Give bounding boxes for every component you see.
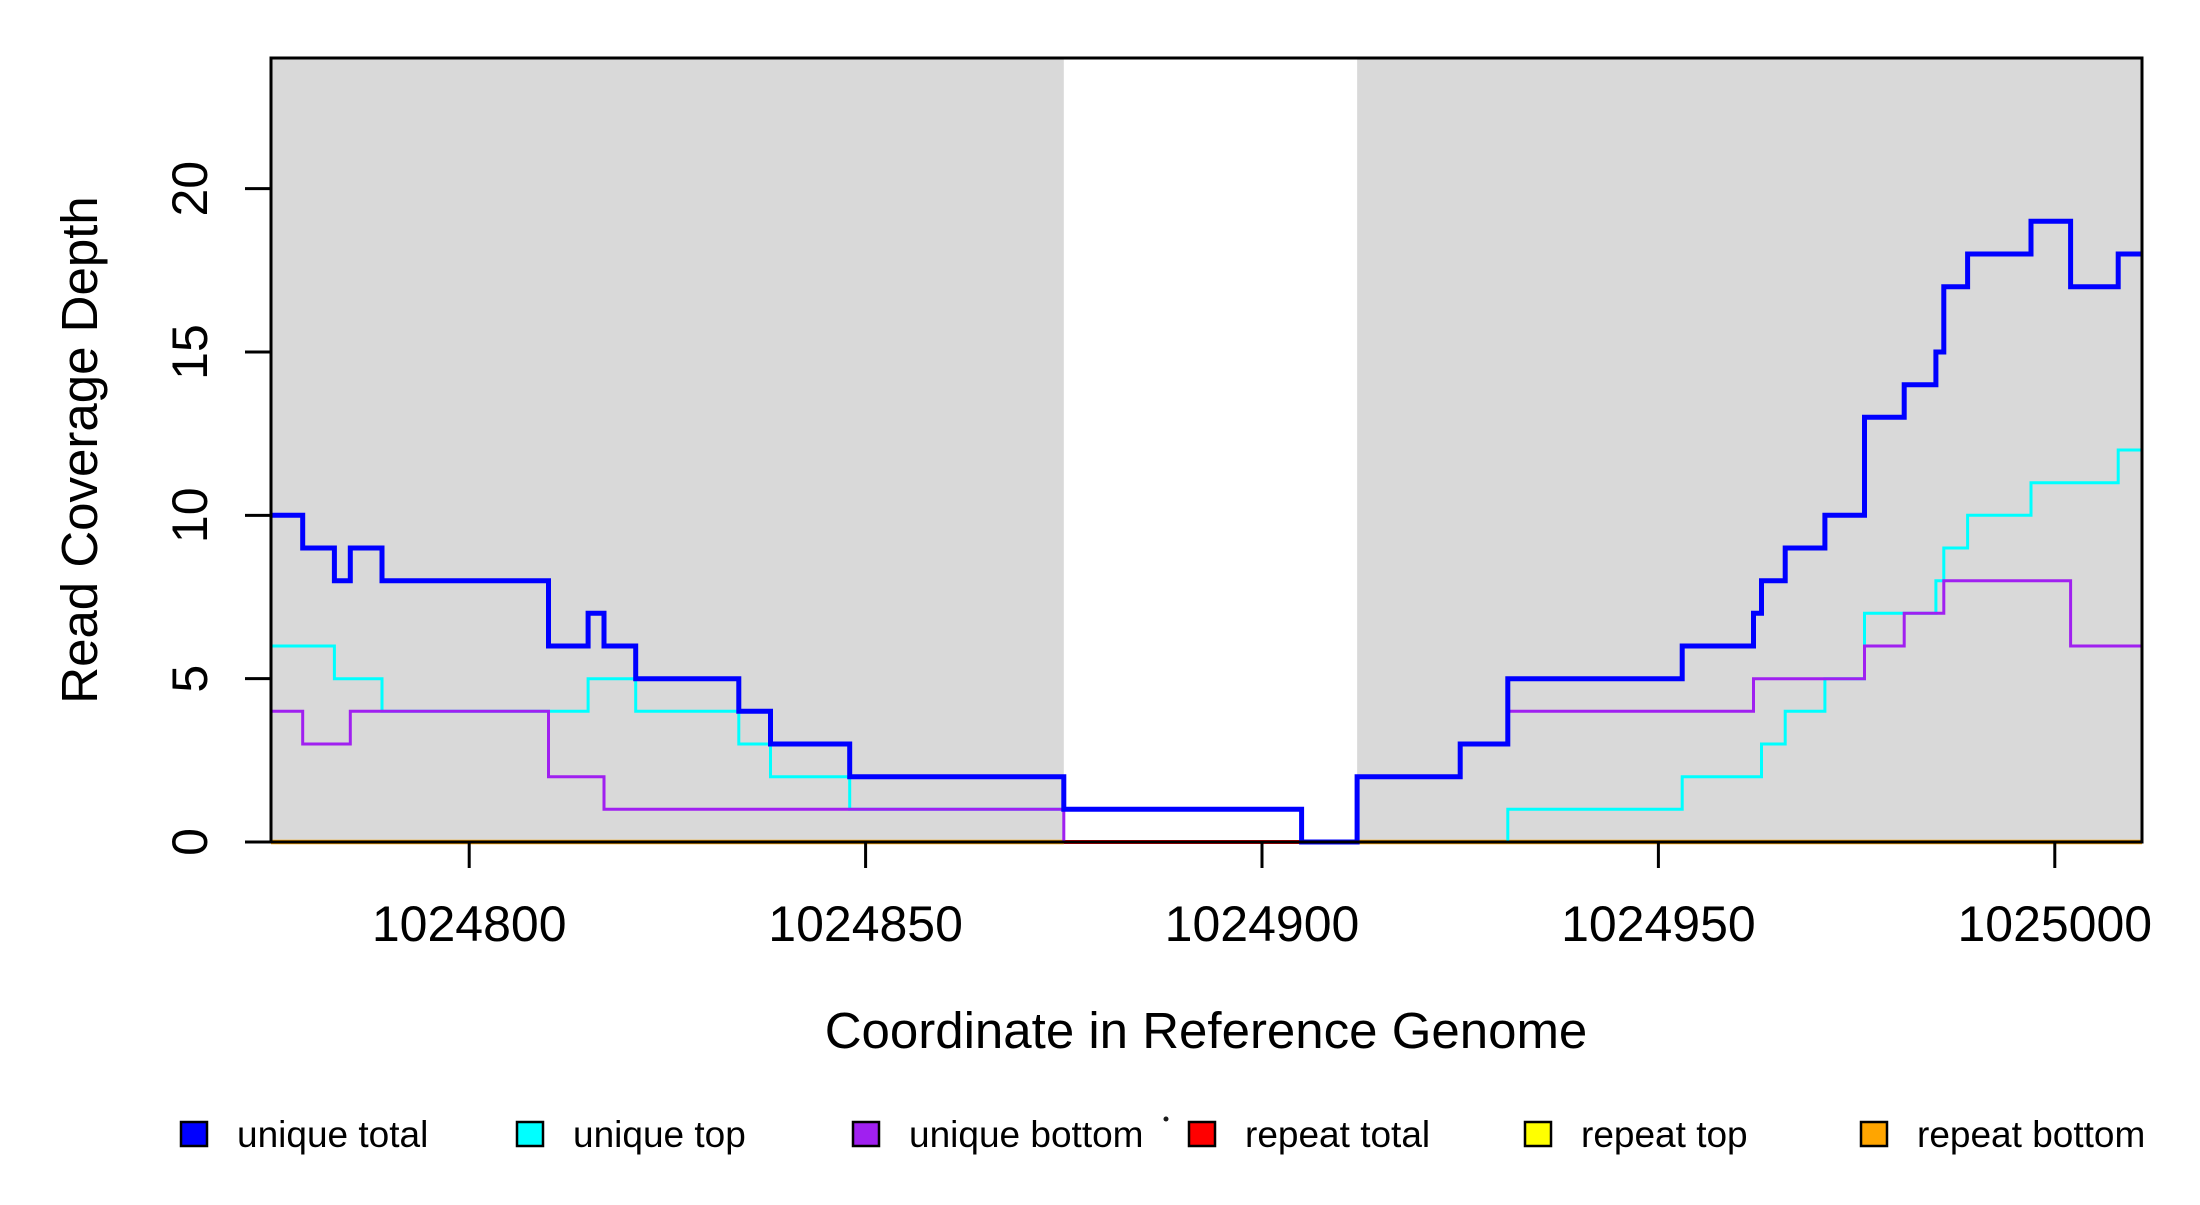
x-tick-label: 1024950 xyxy=(1561,896,1756,952)
plot-border xyxy=(269,56,2144,844)
legend-label-repeat_bottom: repeat bottom xyxy=(1917,1114,2145,1155)
legend: unique total unique top unique bottom repea… xyxy=(179,1114,2145,1155)
legend-label-repeat_top: repeat top xyxy=(1581,1114,1748,1155)
y-tick-label: 10 xyxy=(162,487,218,543)
legend-label-repeat_total: repeat total xyxy=(1245,1114,1430,1155)
y-axis-label: Read Coverage Depth xyxy=(51,196,108,704)
x-tick-label: 1024900 xyxy=(1165,896,1360,952)
legend-swatch-unique_bottom xyxy=(851,1120,881,1148)
x-tick-label: 1025000 xyxy=(1957,896,2152,952)
legend-label-unique_total: unique total xyxy=(237,1114,428,1155)
legend-label-unique_bottom: unique bottom xyxy=(909,1114,1144,1155)
stray-dot-artifact xyxy=(1163,1116,1169,1122)
legend-item-repeat_top: repeat top xyxy=(1523,1114,1748,1155)
y-tick-label: 0 xyxy=(162,828,218,856)
x-tick-label: 1024800 xyxy=(372,896,567,952)
legend-swatch-unique_total xyxy=(179,1120,209,1148)
legend-swatch-repeat_bottom xyxy=(1859,1120,1889,1148)
legend-label-unique_top: unique top xyxy=(573,1114,746,1155)
y-tick-label: 15 xyxy=(162,324,218,380)
legend-item-unique_bottom: unique bottom xyxy=(851,1114,1144,1155)
y-tick-label: 5 xyxy=(162,665,218,693)
legend-item-unique_total: unique total xyxy=(179,1114,428,1155)
legend-swatch-repeat_total xyxy=(1187,1120,1217,1148)
series-unique_top-line xyxy=(271,448,2142,844)
legend-item-unique_top: unique top xyxy=(515,1114,746,1155)
legend-swatch-repeat_top xyxy=(1523,1120,1553,1148)
legend-item-repeat_bottom: repeat bottom xyxy=(1859,1114,2145,1155)
axes: 1024800 1024850 1024900 1024950 1025000 0 5 10 1… xyxy=(162,161,2152,952)
x-tick-label: 1024850 xyxy=(768,896,963,952)
panel-shading xyxy=(271,58,2142,842)
x-axis-label: Coordinate in Reference Genome xyxy=(825,1002,1588,1059)
y-tick-label: 20 xyxy=(162,161,218,217)
legend-swatch-unique_top xyxy=(515,1120,545,1148)
series-unique_total-line xyxy=(271,218,2142,845)
shaded-region-2 xyxy=(1357,58,2142,842)
shaded-region-1 xyxy=(271,58,1064,842)
legend-item-repeat_total: repeat total xyxy=(1187,1114,1430,1155)
